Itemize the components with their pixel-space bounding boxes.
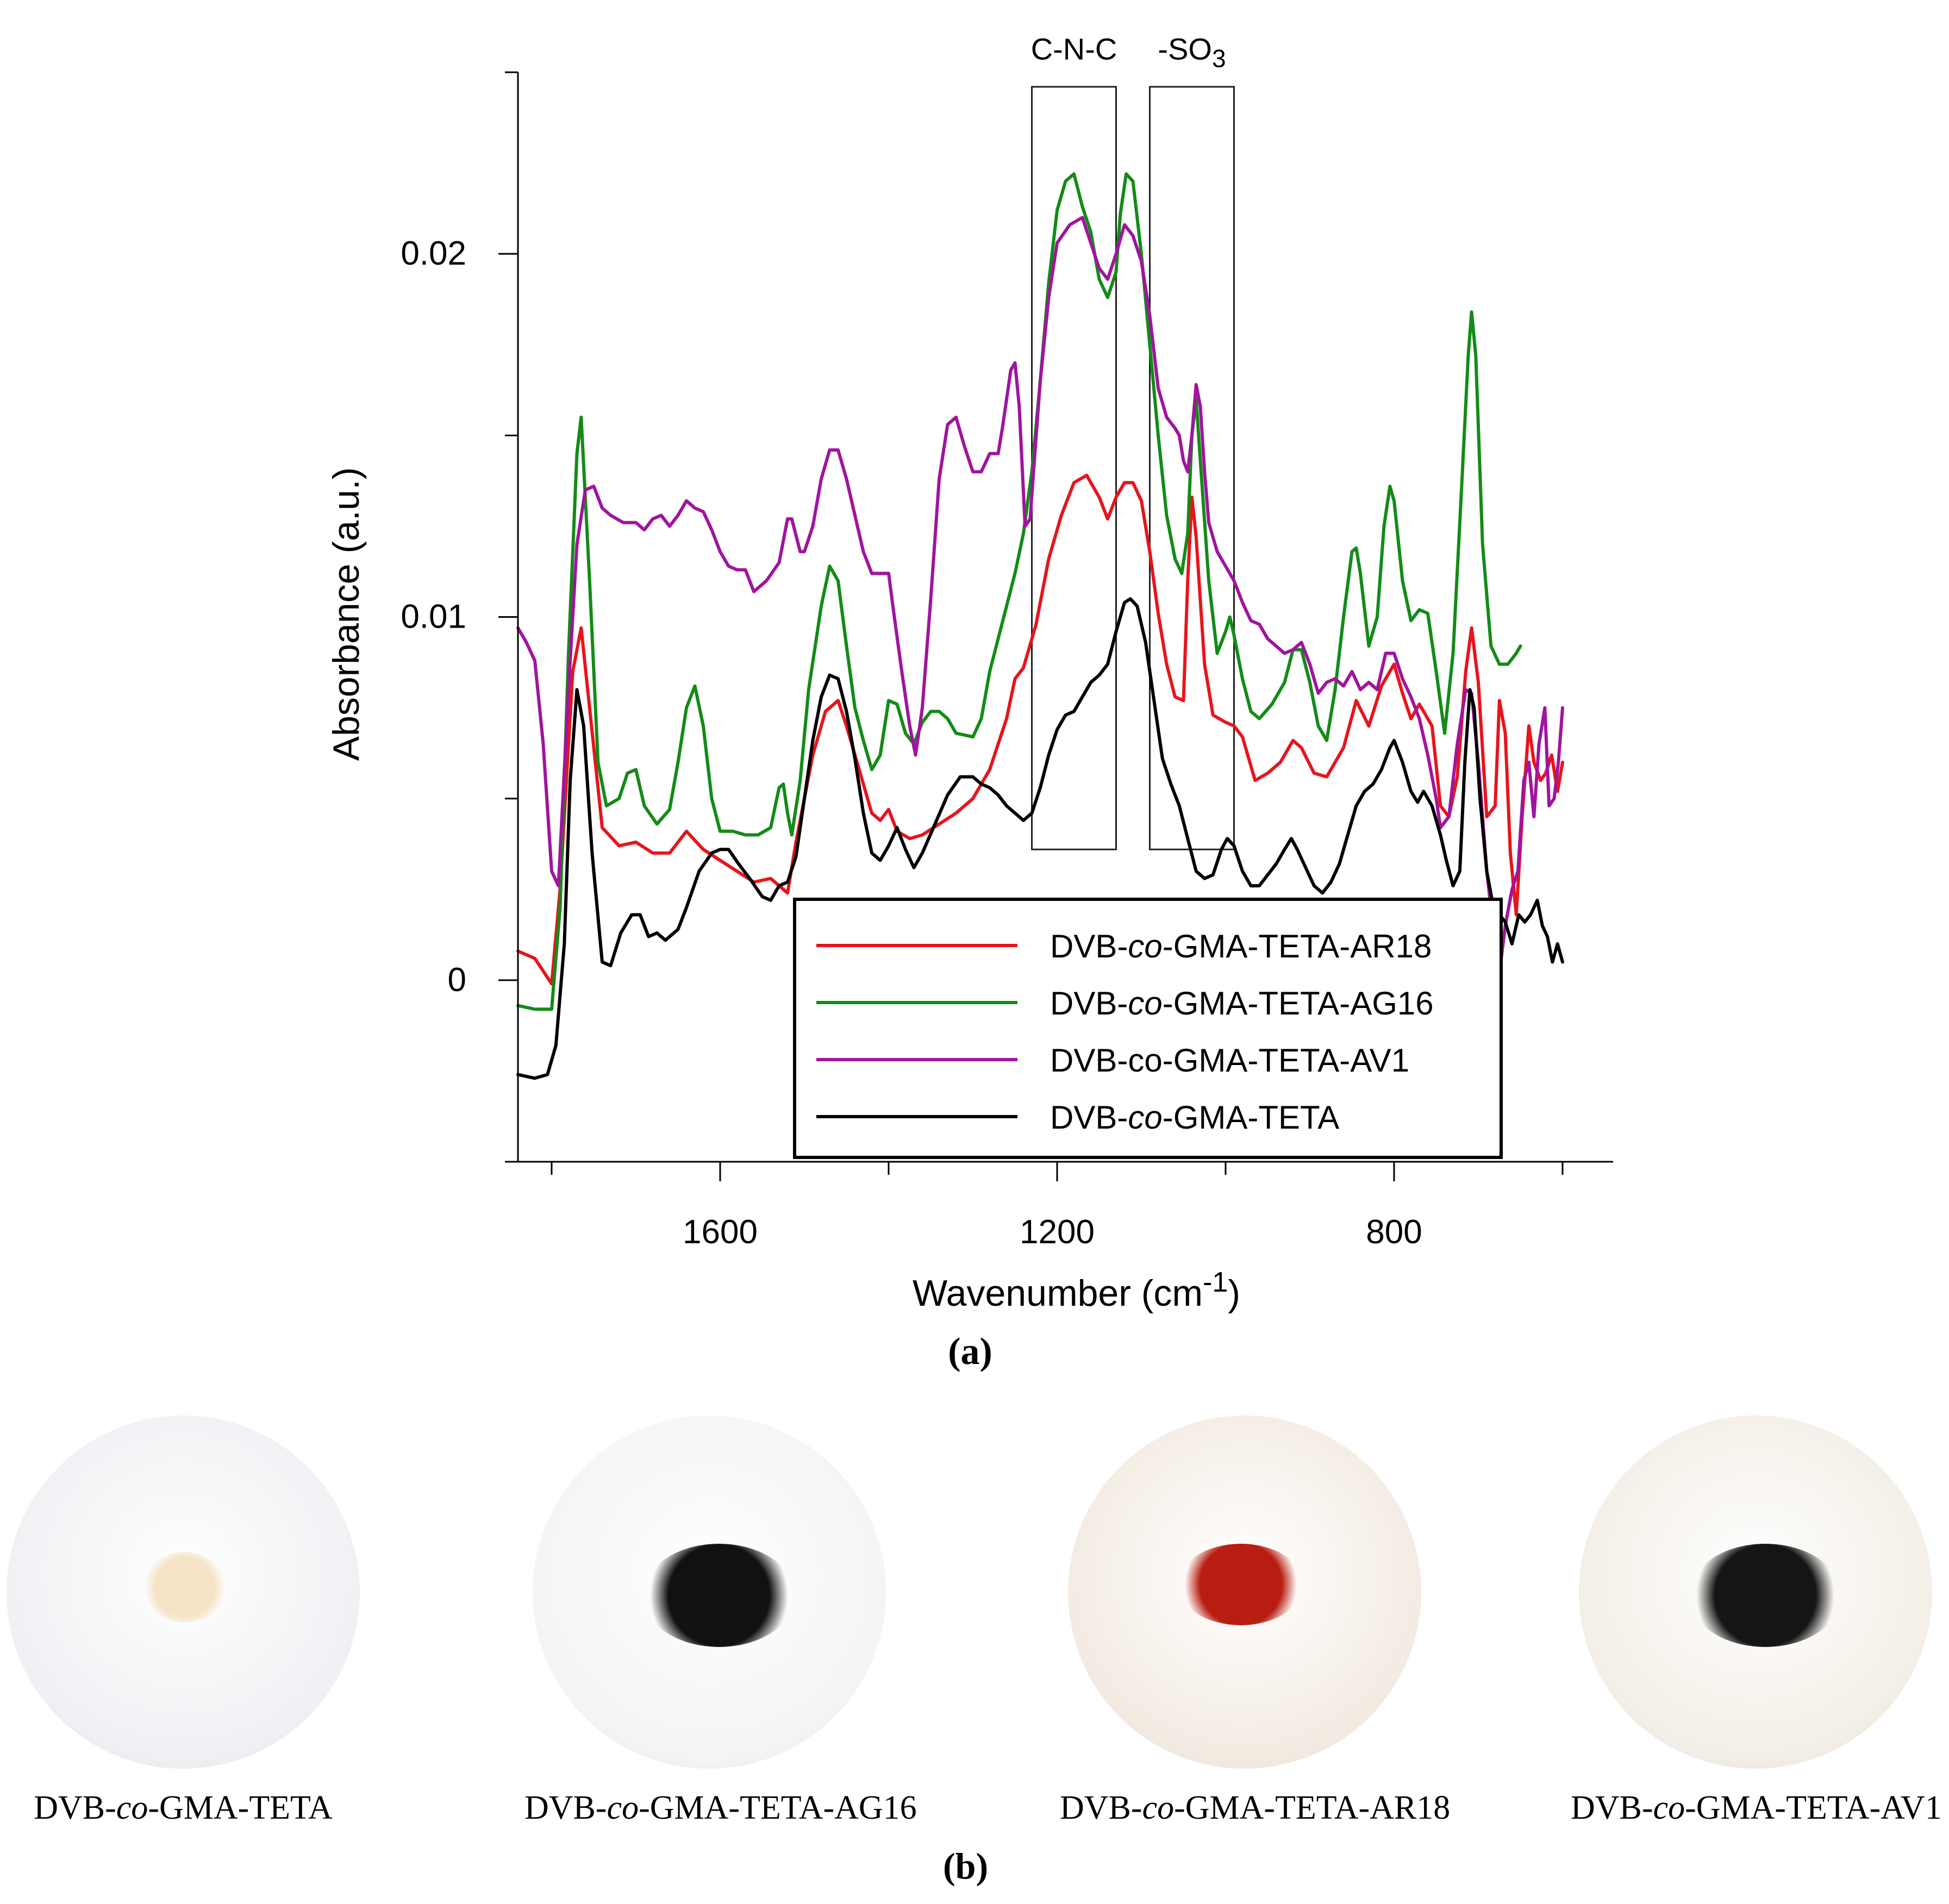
sample-photo-2 — [533, 1416, 886, 1769]
annotation-label-1: C-N-C — [1031, 32, 1117, 66]
y-tick-label-2: 0.01 — [401, 598, 466, 636]
powder-pile-1 — [144, 1552, 226, 1623]
legend: DVB-co-GMA-TETA-AR18 DVB-co-GMA-TETA-AG16… — [793, 898, 1503, 1159]
x-tick-label-1: 1600 — [683, 1213, 758, 1251]
sample-caption-4: DVB-co-GMA-TETA-AV1 — [1571, 1789, 1942, 1827]
sample-caption-1: DVB-co-GMA-TETA — [0, 1789, 368, 1827]
series-line-2 — [516, 172, 1522, 1011]
caption-prefix: DVB- — [1571, 1789, 1653, 1826]
caption-prefix: DVB- — [34, 1789, 116, 1826]
caption-prefix: DVB- — [1060, 1789, 1142, 1826]
caption-italic: co — [1653, 1789, 1685, 1826]
legend-label-1: DVB-co-GMA-TETA-AR18 — [1050, 928, 1432, 964]
sample-photo-1 — [7, 1416, 360, 1769]
x-tick-label-3: 800 — [1366, 1213, 1422, 1251]
x-tick-label-2: 1200 — [1020, 1213, 1095, 1251]
legend-label-4: DVB-co-GMA-TETA — [1050, 1099, 1339, 1136]
legend-label-3: DVB-co-GMA-TETA-AV1 — [1050, 1042, 1409, 1079]
caption-suffix: -GMA-TETA-AV1 — [1685, 1789, 1942, 1826]
sample-caption-2: DVB-co-GMA-TETA-AG16 — [524, 1789, 917, 1827]
series-line-3 — [516, 216, 1564, 975]
x-axis-title: Wavenumber (cm-1) — [913, 1267, 1240, 1314]
sample-caption-3: DVB-co-GMA-TETA-AR18 — [1060, 1789, 1450, 1827]
annotation-label-2: -SO3 — [1158, 32, 1226, 73]
caption-suffix: -GMA-TETA — [148, 1789, 333, 1826]
annotation-box-1 — [1031, 86, 1117, 850]
caption-suffix: -GMA-TETA-AG16 — [639, 1789, 917, 1826]
powder-pile-4 — [1689, 1544, 1841, 1647]
legend-label-2: DVB-co-GMA-TETA-AG16 — [1050, 985, 1434, 1022]
sample-photo-4 — [1579, 1416, 1932, 1769]
caption-italic: co — [1142, 1789, 1175, 1826]
series-layer — [516, 172, 1564, 1080]
sample-photo-3 — [1068, 1416, 1421, 1769]
panel-b-label: (b) — [943, 1845, 989, 1887]
y-tick-label-3: 0.02 — [401, 235, 466, 272]
panel-a-label: (a) — [948, 1331, 992, 1373]
caption-suffix: -GMA-TETA-AR18 — [1174, 1789, 1451, 1826]
powder-pile-3 — [1178, 1544, 1303, 1625]
caption-italic: co — [116, 1789, 148, 1826]
ftir-chart: C-N-C -SO3 1600 1200 800 0 0.01 0.02 Wavenumber… — [326, 32, 1613, 1373]
caption-prefix: DVB- — [524, 1789, 607, 1826]
y-axis-title: Absorbance (a.u.) — [326, 467, 367, 761]
caption-italic: co — [607, 1789, 639, 1826]
y-tick-label-1: 0 — [448, 961, 466, 999]
series-line-4 — [516, 597, 1564, 1080]
legend-box — [793, 898, 1503, 1159]
axis-layer: 1600 1200 800 0 0.01 0.02 Wavenumber (cm-1) Abs… — [326, 71, 1613, 1314]
powder-pile-2 — [643, 1544, 795, 1647]
